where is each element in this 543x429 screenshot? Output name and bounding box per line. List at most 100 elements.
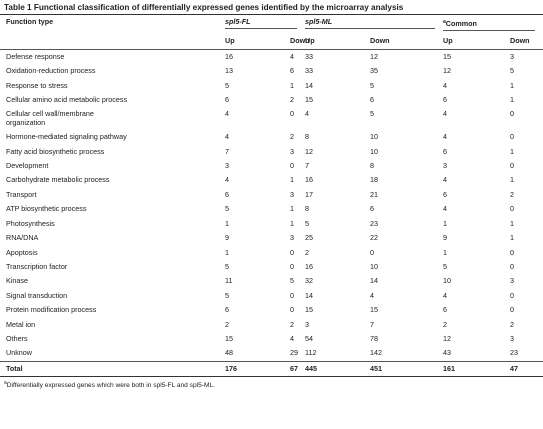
count-cell: 6 <box>443 305 447 315</box>
table-row: Response to stress 5 1 14 5 4 1 <box>0 79 543 93</box>
count-cell: 4 <box>443 132 447 142</box>
function-label: Others <box>6 333 28 343</box>
count-cell: 12 <box>443 333 451 343</box>
count-cell: 0 <box>510 109 514 119</box>
count-cell: 11 <box>225 276 233 286</box>
count-cell: 47 <box>510 360 543 378</box>
count-cell: 5 <box>510 66 514 76</box>
count-cell: 3 <box>290 189 294 199</box>
count-cell: 1 <box>510 95 514 105</box>
subheader-cell: Up <box>443 34 510 50</box>
count-cell: 13 <box>225 66 233 76</box>
count-cell: 1 <box>290 80 294 90</box>
count-cell: 142 <box>370 348 382 358</box>
count-cell: 4 <box>225 109 229 119</box>
count-cell: 12 <box>305 146 313 156</box>
function-label: Transport <box>6 189 37 199</box>
table-title: Table 1 Functional classification of dif… <box>4 3 404 12</box>
table-row: Apoptosis 1 0 2 0 1 0 <box>0 246 543 260</box>
count-cell: 4 <box>443 109 447 119</box>
count-cell: 32 <box>305 276 313 286</box>
count-cell: 5 <box>225 80 229 90</box>
table-row: Development 3 0 7 8 3 0 <box>0 159 543 173</box>
count-cell: 23 <box>510 348 518 358</box>
function-label: Fatty acid biosynthetic process <box>6 146 105 156</box>
table-row: Total 176 67 445 451 161 47 <box>0 360 543 378</box>
count-cell: 2 <box>443 319 447 329</box>
function-label: Defense response <box>6 51 65 61</box>
count-cell: 5 <box>225 204 229 214</box>
count-cell: 5 <box>290 276 294 286</box>
count-cell: 161 <box>443 360 510 378</box>
table-row: Hormone-mediated signaling pathway 4 2 8 10 4… <box>0 130 543 144</box>
function-label: Signal transduction <box>6 290 68 300</box>
count-cell: 2 <box>290 132 294 142</box>
function-cell: Defense response <box>0 49 225 64</box>
count-cell: 4 <box>443 204 447 214</box>
count-cell: 1 <box>225 247 229 257</box>
group-name: Common <box>445 19 477 28</box>
function-cell: Transcription factor <box>0 260 225 274</box>
count-cell: 6 <box>370 95 374 105</box>
subheader-cell: Up <box>305 34 370 50</box>
function-label: Carbohydrate metabolic process <box>6 175 110 185</box>
count-cell: 1 <box>510 175 514 185</box>
count-cell: 3 <box>443 161 447 171</box>
function-label: Development <box>6 161 49 171</box>
function-label: Response to stress <box>6 80 68 90</box>
count-cell: 112 <box>305 348 317 358</box>
subheader-cell: Down <box>510 34 543 50</box>
count-cell: 4 <box>370 290 374 300</box>
count-cell: 8 <box>370 161 374 171</box>
count-cell: 3 <box>510 276 514 286</box>
count-cell: 14 <box>370 276 378 286</box>
count-cell: 14 <box>305 80 313 90</box>
count-cell: 5 <box>370 109 374 119</box>
subheader-row: Up Down Up Down Up Down <box>0 34 543 50</box>
count-cell: 7 <box>225 146 229 156</box>
function-label: Oxidation-reduction process <box>6 66 96 76</box>
group-header: aCommon <box>443 14 543 35</box>
count-cell: 16 <box>305 261 313 271</box>
group-name: spl5-ML <box>305 17 333 26</box>
count-cell: 15 <box>370 305 378 315</box>
count-cell: 16 <box>225 51 233 61</box>
count-cell: 33 <box>305 51 313 61</box>
count-cell: 4 <box>290 333 294 343</box>
count-cell: 6 <box>443 146 447 156</box>
header-cell: Function type <box>0 14 225 35</box>
function-label: Cellular amino acid metabolic process <box>6 95 128 105</box>
count-cell: 0 <box>290 161 294 171</box>
count-cell: 16 <box>305 175 313 185</box>
function-cell: Fatty acid biosynthetic process <box>0 145 225 159</box>
count-cell: 17 <box>305 189 313 199</box>
function-label: Kinase <box>6 276 28 286</box>
count-cell: 6 <box>443 189 447 199</box>
count-cell: 10 <box>370 146 378 156</box>
count-cell: 1 <box>510 80 514 90</box>
count-cell: 2 <box>290 95 294 105</box>
count-cell: 1 <box>510 146 514 156</box>
count-cell: 78 <box>370 333 378 343</box>
function-cell: Oxidation-reduction process <box>0 64 225 78</box>
table-row: Unknow 48 29 112 142 43 23 <box>0 346 543 361</box>
table-row: Transcription factor 5 0 16 10 5 0 <box>0 260 543 274</box>
table-row: Kinase 11 5 32 14 10 3 <box>0 274 543 288</box>
count-cell: 10 <box>370 261 378 271</box>
count-cell: 0 <box>510 261 514 271</box>
count-cell: 176 <box>225 360 290 378</box>
count-cell: 67 <box>290 360 305 378</box>
count-cell: 4 <box>305 109 309 119</box>
function-label: Hormone-mediated signaling pathway <box>6 132 127 142</box>
count-cell: 4 <box>443 80 447 90</box>
count-cell: 0 <box>290 290 294 300</box>
count-cell: 54 <box>305 333 313 343</box>
count-cell: 0 <box>370 247 374 257</box>
function-cell: Carbohydrate metabolic process <box>0 173 225 187</box>
subheader-cell: Up <box>225 34 290 50</box>
count-cell: 6 <box>443 95 447 105</box>
table-row: Transport 6 3 17 21 6 2 <box>0 188 543 202</box>
count-cell: 29 <box>290 348 298 358</box>
function-label: Unknow <box>6 348 32 358</box>
count-cell: 1 <box>225 218 229 228</box>
